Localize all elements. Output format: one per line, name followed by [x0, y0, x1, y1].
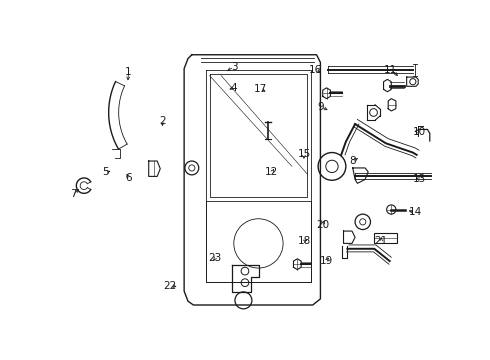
Bar — [374, 233, 397, 243]
Text: 22: 22 — [163, 281, 176, 291]
Text: 19: 19 — [320, 256, 333, 266]
Text: 3: 3 — [231, 62, 238, 72]
Text: 12: 12 — [265, 167, 278, 177]
Text: 11: 11 — [384, 64, 397, 75]
Text: 7: 7 — [70, 189, 76, 199]
Text: 13: 13 — [413, 174, 426, 184]
Text: 16: 16 — [309, 64, 322, 75]
Text: 8: 8 — [350, 156, 356, 166]
Text: 15: 15 — [297, 149, 311, 159]
Text: 23: 23 — [209, 253, 222, 263]
Text: 20: 20 — [316, 220, 329, 230]
Text: 9: 9 — [318, 102, 324, 112]
Text: 5: 5 — [102, 167, 109, 177]
Text: 21: 21 — [375, 237, 388, 246]
Text: 6: 6 — [125, 173, 132, 183]
Text: 18: 18 — [297, 237, 311, 246]
Text: 4: 4 — [231, 82, 238, 93]
Text: 2: 2 — [159, 116, 166, 126]
Text: 10: 10 — [413, 127, 426, 137]
Text: 17: 17 — [254, 84, 267, 94]
Text: 14: 14 — [409, 207, 422, 217]
Text: 1: 1 — [125, 67, 132, 77]
